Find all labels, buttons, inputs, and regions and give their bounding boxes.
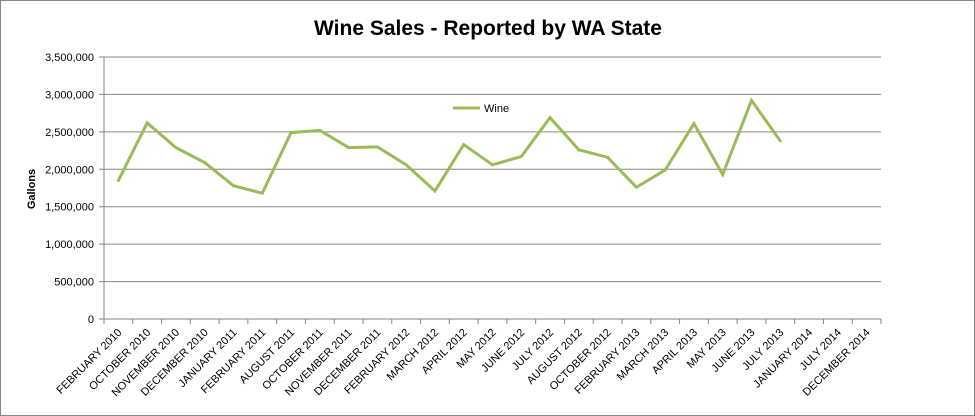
series-layer	[116, 97, 782, 196]
data-point	[116, 179, 120, 183]
data-point	[318, 128, 322, 132]
data-point	[232, 184, 235, 188]
data-point	[663, 168, 667, 172]
data-point	[433, 189, 437, 193]
gridlines	[99, 56, 882, 324]
data-point	[548, 116, 552, 120]
data-point	[750, 98, 753, 102]
y-tick-label: 500,000	[54, 277, 94, 289]
data-point	[577, 148, 581, 152]
data-point	[203, 161, 207, 165]
data-point	[692, 122, 696, 126]
y-tick-label: 3,500,000	[45, 52, 94, 64]
data-point	[519, 155, 523, 159]
y-tick-label: 1,500,000	[45, 202, 94, 214]
legend: Wine	[453, 103, 509, 115]
series-line-wine	[117, 97, 782, 196]
y-axis-ticks: 0 500,000 1,000,000 1,500,000 2,000,000 2,500…	[45, 52, 94, 326]
y-tick-label: 2,000,000	[45, 164, 94, 176]
y-tick-label: 0	[88, 314, 94, 326]
legend-label-wine: Wine	[484, 103, 509, 115]
y-tick-label: 3,000,000	[45, 89, 94, 101]
data-point	[404, 163, 408, 167]
data-point	[375, 145, 379, 149]
chart-title: Wine Sales - Reported by WA State	[314, 17, 662, 40]
y-tick-label: 2,500,000	[45, 127, 94, 139]
data-point	[491, 163, 494, 167]
data-point	[260, 191, 264, 195]
data-point	[778, 139, 782, 143]
y-axis-label: Gallons	[26, 169, 38, 209]
data-point	[145, 121, 149, 125]
data-point	[606, 155, 610, 159]
data-point	[289, 131, 293, 135]
y-tick-label: 1,000,000	[45, 239, 94, 251]
data-point	[174, 146, 178, 150]
data-point	[634, 185, 638, 189]
data-point	[462, 143, 466, 147]
data-point	[347, 146, 351, 150]
data-point	[721, 173, 725, 177]
